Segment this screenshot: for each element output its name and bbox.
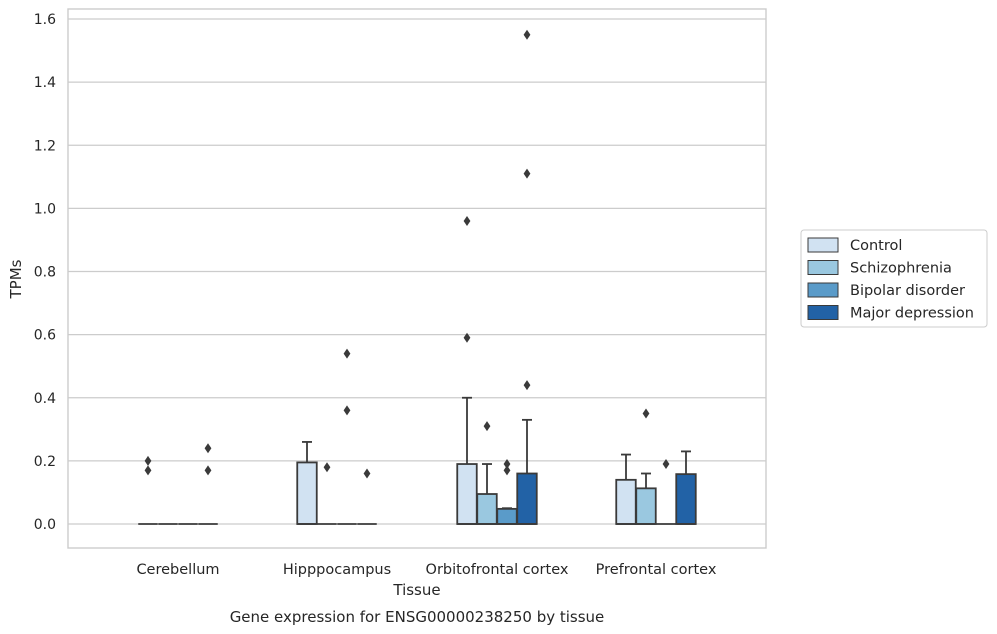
y-tick-label: 1.0: [34, 201, 56, 217]
box-major-depression: [675, 450, 697, 525]
outlier-point: [503, 465, 511, 476]
outlier-point: [343, 405, 351, 416]
outlier-point: [523, 29, 531, 40]
y-gridlines: [68, 18, 766, 525]
legend-label: Major depression: [850, 306, 974, 322]
x-tick-label: Orbitofrontal cortex: [426, 562, 569, 578]
outlier-point: [463, 216, 471, 226]
outlier-point: [642, 408, 650, 419]
box-rect: [516, 472, 538, 525]
legend-label: Bipolar disorder: [850, 283, 965, 299]
chart-title: Gene expression for ENSG00000238250 by t…: [230, 608, 605, 626]
box-bipolar-disorder: [496, 459, 518, 525]
outlier-point: [662, 459, 670, 470]
box-rect: [615, 478, 637, 525]
y-tick-label: 1.6: [34, 12, 56, 28]
x-tick-label: Hipppocampus: [283, 562, 391, 578]
y-tick-label: 0.6: [34, 328, 56, 344]
box-major-depression: [357, 468, 377, 525]
outlier-point: [523, 168, 531, 179]
plot-background: [68, 9, 766, 548]
outlier-point: [144, 465, 152, 476]
box-rect: [476, 493, 498, 525]
box-major-depression: [516, 29, 538, 525]
outlier-point: [363, 468, 371, 479]
box-rect: [296, 461, 318, 525]
outlier-point: [523, 380, 531, 391]
y-tick-label: 1.4: [34, 75, 56, 91]
legend-swatch: [807, 305, 839, 320]
outlier-point: [204, 443, 212, 454]
box-schizophrenia: [476, 421, 498, 525]
box-groups: [138, 29, 697, 525]
y-tick-label: 0.4: [34, 391, 56, 407]
outlier-point: [343, 348, 351, 359]
legend-swatch: [807, 282, 839, 298]
box-control: [456, 216, 478, 525]
x-axis-label: Tissue: [392, 581, 440, 599]
box-major-depression: [198, 443, 218, 525]
legend-label: Control: [850, 238, 902, 254]
box-schizophrenia: [317, 462, 337, 525]
y-tick-label: 0.0: [34, 517, 56, 533]
legend: Control Schizophrenia Bipolar disorder Majo…: [800, 229, 988, 328]
x-tick-label: Prefrontal cortex: [596, 562, 717, 578]
y-axis-label: TPMs: [7, 259, 25, 299]
outlier-point: [463, 332, 471, 343]
y-tick-label: 0.8: [34, 265, 56, 281]
y-tick-labels: 0.0 0.2 0.4 0.6 0.8 1.0 1.2 1.4 1.6: [34, 12, 56, 533]
outlier-point: [483, 421, 491, 432]
legend-frame: [800, 229, 988, 328]
box-bipolar-disorder: [337, 348, 357, 525]
box-control: [296, 441, 318, 525]
legend-swatch: [807, 237, 839, 253]
box-bipolar-disorder: [656, 459, 676, 525]
outlier-point: [144, 455, 152, 466]
outlier-point: [323, 462, 331, 473]
outlier-point: [503, 459, 511, 470]
x-tick-labels: Cerebellum Hipppocampus Orbitofrontal cort…: [136, 562, 716, 578]
legend-swatch: [807, 260, 839, 275]
legend-label: Schizophrenia: [850, 261, 952, 277]
y-tick-label: 1.2: [34, 138, 56, 154]
y-tick-label: 0.2: [34, 454, 56, 470]
plot-frame: [67, 8, 767, 549]
x-tick-label: Cerebellum: [136, 562, 219, 578]
box-rect: [496, 507, 518, 525]
box-rect: [635, 487, 657, 525]
outlier-point: [204, 465, 212, 476]
box-schizophrenia: [635, 408, 657, 525]
box-rect: [456, 463, 478, 525]
box-control: [138, 455, 158, 525]
box-rect: [675, 473, 697, 525]
